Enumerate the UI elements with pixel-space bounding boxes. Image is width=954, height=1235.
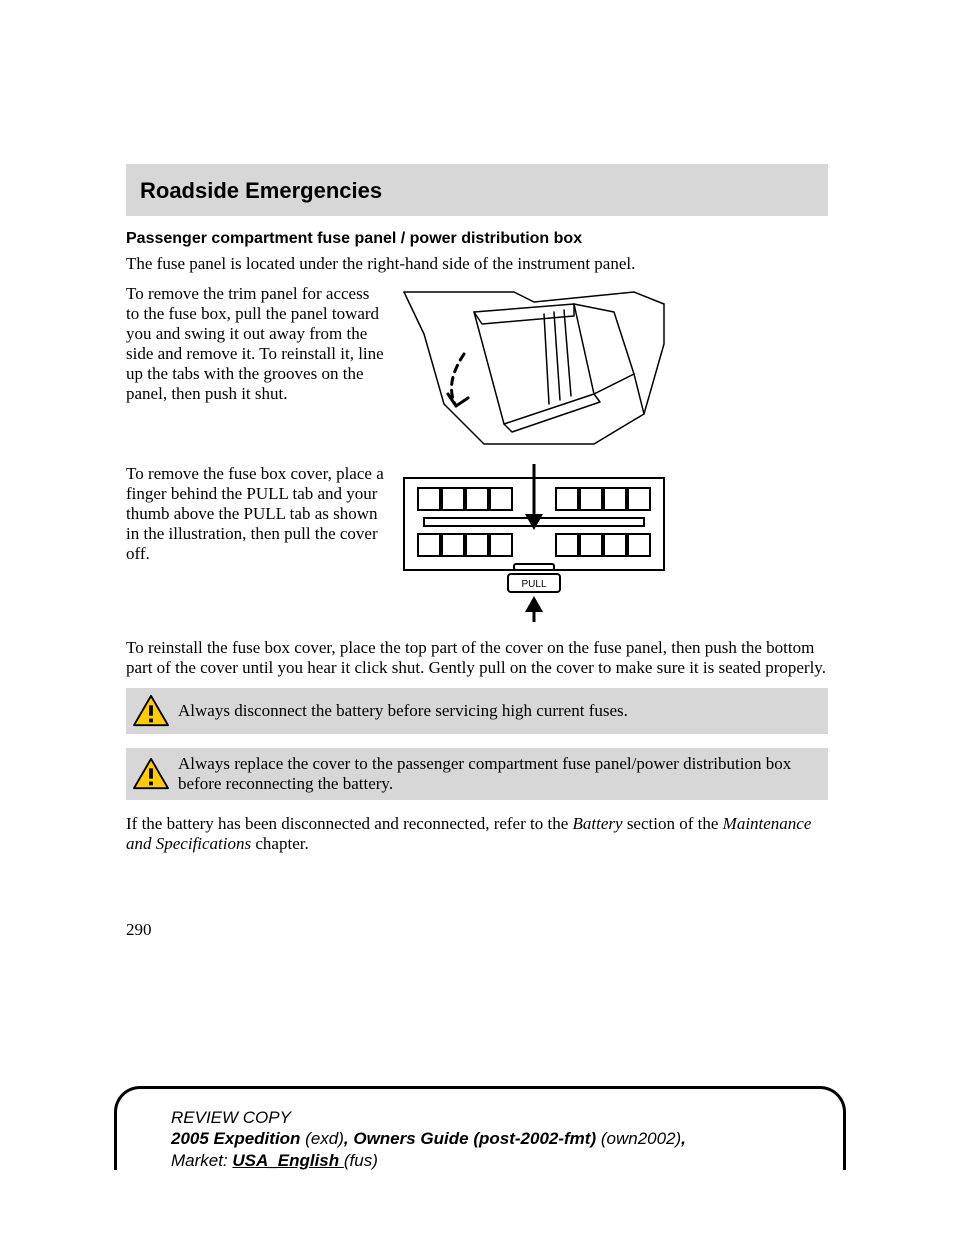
footer-l3-a: Market: [171,1151,232,1170]
trim-paragraph: To remove the trim panel for access to t… [126,284,384,404]
footer-l2-d: (own2002) [601,1129,681,1148]
footer-l2-b: (exd) [305,1129,344,1148]
battery-text-mid: section of the [623,814,723,833]
chapter-title: Roadside Emergencies [140,178,814,204]
footer-line1: REVIEW COPY [171,1107,843,1128]
warning-icon [132,694,170,728]
trim-panel-row: To remove the trim panel for access to t… [126,284,828,454]
battery-text-post: chapter. [251,834,309,853]
footer-l2-a: 2005 Expedition [171,1129,305,1148]
footer-l2-c: , Owners Guide (post-2002-fmt) [344,1129,601,1148]
intro-paragraph: The fuse panel is located under the righ… [126,254,828,274]
chapter-header: Roadside Emergencies [126,164,828,216]
battery-text-it1: Battery [573,814,623,833]
warning-text-2: Always replace the cover to the passenge… [178,754,818,794]
warning-box-2: Always replace the cover to the passenge… [126,748,828,800]
footer-l3-b: USA_English [232,1151,343,1170]
section-title: Passenger compartment fuse panel / power… [126,230,828,248]
reinstall-paragraph: To reinstall the fuse box cover, place t… [126,638,828,678]
pull-label: PULL [521,579,546,590]
battery-paragraph: If the battery has been disconnected and… [126,814,828,854]
footer-line2: 2005 Expedition (exd), Owners Guide (pos… [171,1128,843,1149]
footer-line3: Market: USA_English (fus) [171,1150,843,1171]
cover-remove-paragraph: To remove the fuse box cover, place a fi… [126,464,384,564]
battery-text-pre: If the battery has been disconnected and… [126,814,573,833]
footer-l3-c: (fus) [344,1151,378,1170]
warning-icon [132,757,170,791]
trim-panel-diagram [394,284,828,454]
page-number: 290 [126,920,828,940]
fuse-box-diagram: PULL [394,464,828,624]
footer-l2-e: , [681,1129,686,1148]
footer-box: REVIEW COPY 2005 Expedition (exd), Owner… [114,1086,846,1170]
fuse-cover-row: To remove the fuse box cover, place a fi… [126,464,828,624]
warning-text-1: Always disconnect the battery before ser… [178,701,628,721]
warning-box-1: Always disconnect the battery before ser… [126,688,828,734]
